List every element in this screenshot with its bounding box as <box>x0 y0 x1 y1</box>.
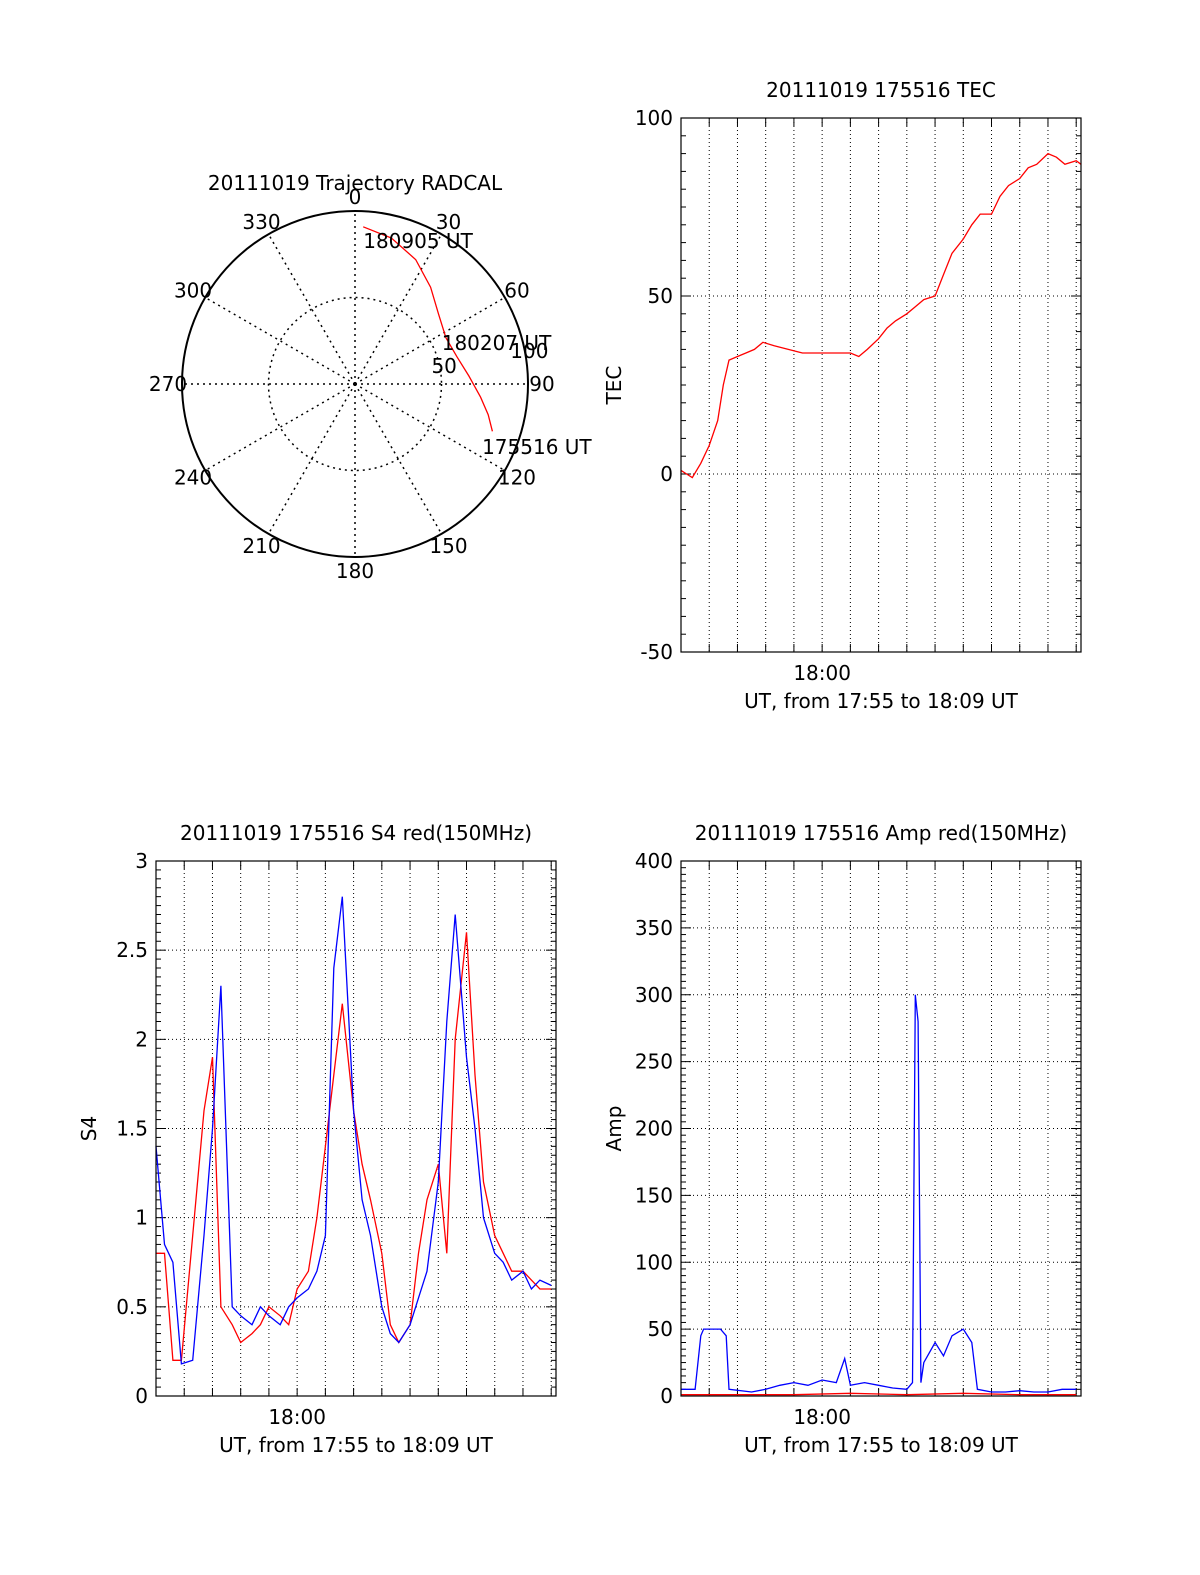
y-tick-label: 1.5 <box>116 1117 148 1141</box>
y-tick-label: 0.5 <box>116 1295 148 1319</box>
chart-title: 20111019 175516 S4 red(150MHz) <box>180 821 532 845</box>
time-annotation: 180207 UT <box>442 331 552 355</box>
radius-label: 100 <box>510 339 548 363</box>
y-tick-label: 300 <box>635 983 673 1007</box>
polar-spoke <box>267 233 356 385</box>
plot-frame <box>680 117 1082 653</box>
y-tick-label: 0 <box>660 462 673 486</box>
series-line <box>681 1392 1077 1396</box>
radius-label: 50 <box>431 354 456 378</box>
chart-title: 20111019 175516 TEC <box>766 78 996 102</box>
y-axis-label: S4 <box>77 1116 101 1141</box>
angle-label: 90 <box>529 372 554 396</box>
y-tick-label: 2.5 <box>116 938 148 962</box>
y-tick-label: 2 <box>135 1027 148 1051</box>
y-tick-label: 50 <box>648 284 673 308</box>
plot-frame <box>680 860 1082 1397</box>
angle-label: 330 <box>242 210 280 234</box>
y-tick-label: 0 <box>135 1384 148 1408</box>
y-axis-label: TEC <box>602 366 626 406</box>
y-tick-label: 100 <box>635 1250 673 1274</box>
x-axis-label: UT, from 17:55 to 18:09 UT <box>744 1433 1019 1457</box>
series-line <box>681 994 1077 1393</box>
y-tick-label: 0 <box>660 1384 673 1408</box>
y-tick-label: 3 <box>135 849 148 873</box>
polar-spoke <box>267 383 356 535</box>
plot-frame <box>155 860 557 1397</box>
series-line <box>156 932 552 1361</box>
polar-frame <box>181 210 529 558</box>
y-tick-label: 250 <box>635 1050 673 1074</box>
time-annotation: 180905 UT <box>363 229 473 253</box>
polar-spoke <box>354 233 443 385</box>
panel-1: -50 0 50 100 20111019 175516 TEC 18:00 UT, fro… <box>602 78 1082 713</box>
x-axis-label: UT, from 17:55 to 18:09 UT <box>219 1433 494 1457</box>
panel-2: 0 0.5 1 1.5 2 2.5 3 20111019 175516 S4 red(150M… <box>77 821 557 1457</box>
angle-label: 150 <box>429 534 467 558</box>
angle-label: 180 <box>336 559 374 583</box>
polar-spoke <box>204 296 356 385</box>
x-tick-label: 18:00 <box>268 1405 326 1429</box>
x-tick-label: 18:00 <box>793 1405 851 1429</box>
polar-spoke <box>354 296 506 385</box>
time-annotation: 175516 UT <box>482 435 592 459</box>
y-tick-label: -50 <box>640 640 673 664</box>
polar-spoke <box>354 383 506 472</box>
y-axis-label: Amp <box>602 1106 626 1152</box>
series-line <box>680 152 1082 479</box>
angle-label: 240 <box>174 466 212 490</box>
angle-label: 210 <box>242 534 280 558</box>
y-tick-label: 400 <box>635 849 673 873</box>
angle-label: 120 <box>498 466 536 490</box>
angle-label: 300 <box>174 279 212 303</box>
y-tick-label: 100 <box>635 106 673 130</box>
y-tick-label: 200 <box>635 1117 673 1141</box>
polar-spoke <box>354 383 443 535</box>
angle-label: 60 <box>504 279 529 303</box>
x-tick-label: 18:00 <box>793 661 851 685</box>
polar-spoke <box>204 383 356 472</box>
chart-title: 20111019 175516 Amp red(150MHz) <box>695 821 1067 845</box>
y-tick-label: 50 <box>648 1317 673 1341</box>
angle-label: 0 <box>349 185 362 209</box>
y-tick-label: 150 <box>635 1183 673 1207</box>
x-axis-label: UT, from 17:55 to 18:09 UT <box>744 689 1019 713</box>
y-tick-label: 350 <box>635 916 673 940</box>
panel-3: 0 50 100 150 200 250 300 350 400 20111019 175516 … <box>602 821 1082 1457</box>
angle-label: 30 <box>436 210 461 234</box>
y-tick-label: 1 <box>135 1206 148 1230</box>
chart-title: 20111019 Trajectory RADCAL <box>208 171 503 195</box>
angle-label: 270 <box>149 372 187 396</box>
trajectory-line <box>362 226 494 432</box>
series-line <box>155 896 552 1365</box>
polar-grid-circle <box>267 296 443 472</box>
